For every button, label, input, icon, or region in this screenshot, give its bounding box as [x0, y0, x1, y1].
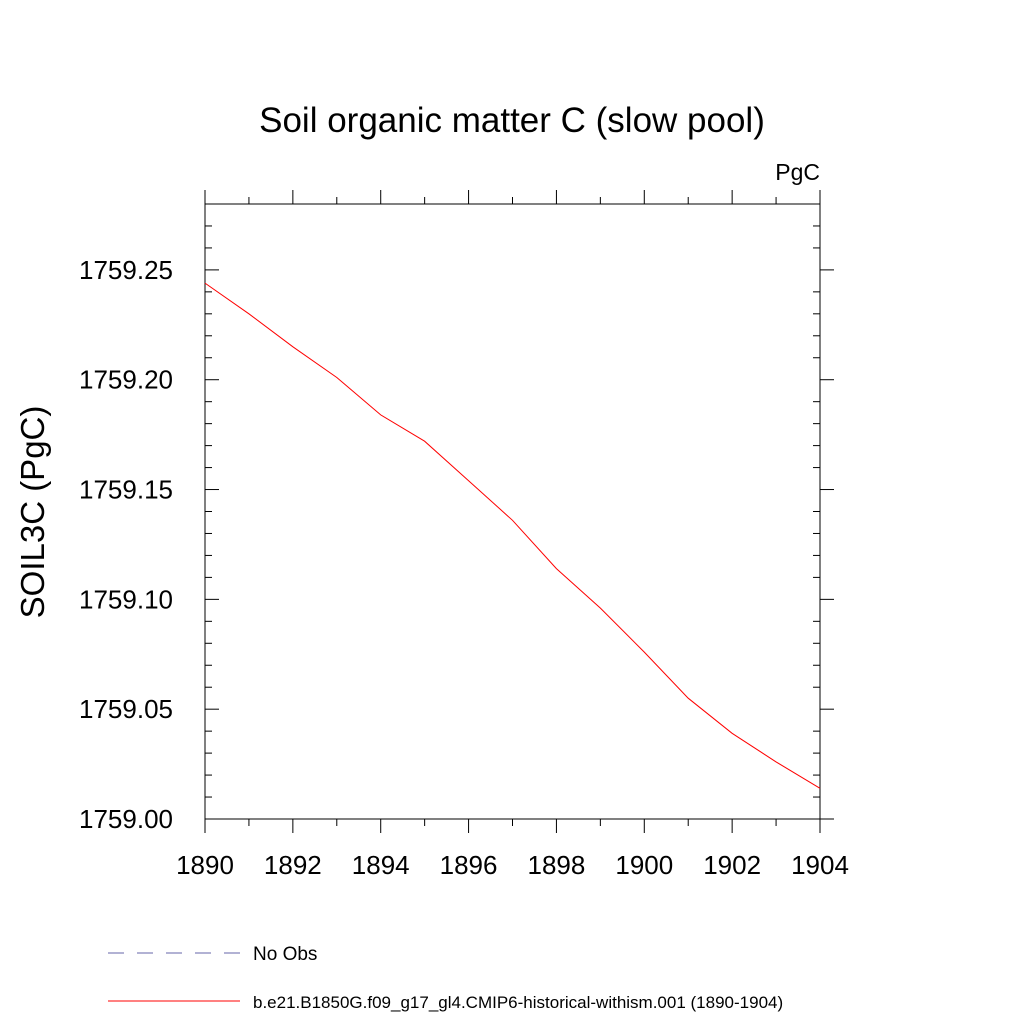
- minor-ticks: [205, 197, 820, 826]
- y-tick-label: 1759.15: [79, 475, 173, 505]
- y-tick-label: 1759.00: [79, 804, 173, 834]
- plot-frame: [204, 203, 821, 820]
- y-tick-label: 1759.10: [79, 584, 173, 614]
- units-label: PgC: [775, 159, 820, 185]
- chart-title: Soil organic matter C (slow pool): [259, 101, 765, 140]
- series-line: [204, 282, 821, 789]
- x-tick-label: 1890: [176, 850, 234, 880]
- y-tick-label: 1759.05: [79, 694, 173, 724]
- x-tick-label: 1898: [528, 850, 586, 880]
- y-axis-label: SOIL3C (PgC): [14, 406, 51, 619]
- y-tick-label: 1759.20: [79, 365, 173, 395]
- legend-label-model: b.e21.B1850G.f09_g17_gl4.CMIP6-historica…: [253, 993, 783, 1012]
- x-tick-label: 1902: [703, 850, 761, 880]
- x-tick-label: 1896: [440, 850, 498, 880]
- x-tick-label: 1894: [352, 850, 410, 880]
- legend-label-no-obs: No Obs: [253, 944, 317, 965]
- legend: No Obs b.e21.B1850G.f09_g17_gl4.CMIP6-hi…: [108, 944, 783, 1012]
- x-tick-labels: 1890 1892 1894 1896 1898 1900 1902 1904: [176, 850, 849, 880]
- major-ticks: [204, 190, 834, 833]
- y-tick-labels: 1759.00 1759.05 1759.10 1759.15 1759.20 1759.…: [79, 255, 173, 834]
- series-layer: [204, 282, 821, 789]
- x-tick-label: 1892: [264, 850, 322, 880]
- x-tick-label: 1904: [791, 850, 849, 880]
- y-tick-label: 1759.25: [79, 255, 173, 285]
- x-tick-label: 1900: [615, 850, 673, 880]
